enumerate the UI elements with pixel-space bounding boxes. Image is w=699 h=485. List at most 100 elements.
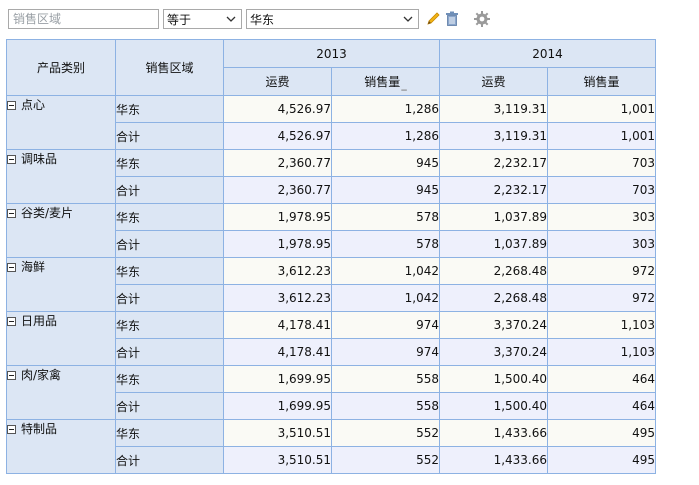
value-cell: 703	[547, 149, 656, 177]
value-cell: 464	[547, 392, 656, 420]
value-cell: 1,699.95	[223, 392, 332, 420]
table-row: 特制品 华东 3,510.51 552 1,433.66 495	[6, 419, 656, 474]
value-cell: 558	[331, 365, 440, 393]
value-cell: 972	[547, 284, 656, 312]
header-region[interactable]: 销售区域	[115, 39, 224, 96]
region-cell: 合计	[115, 230, 224, 258]
value-cell: 4,178.41	[223, 311, 332, 339]
collapse-icon[interactable]	[7, 101, 16, 110]
category-label: 肉/家禽	[21, 368, 62, 382]
value-cell: 3,612.23	[223, 257, 332, 285]
value-cell: 3,370.24	[439, 311, 548, 339]
value-cell: 303	[547, 230, 656, 258]
table-row: 合计 4,178.41 974 3,370.24 1,103	[7, 338, 656, 366]
value-cell: 3,510.51	[223, 446, 332, 474]
header-year-2013[interactable]: 2013	[223, 39, 440, 68]
value-cell: 3,119.31	[439, 95, 548, 123]
value-select[interactable]: 华东	[246, 9, 419, 29]
header-qty-2013[interactable]: 销售量▁	[331, 67, 440, 96]
value-cell: 1,433.66	[439, 419, 548, 447]
header-category[interactable]: 产品类别	[6, 39, 116, 96]
edit-icon[interactable]	[424, 9, 442, 29]
collapse-icon[interactable]	[7, 317, 16, 326]
table-row: 合计 2,360.77 945 2,232.17 703	[7, 176, 656, 204]
category-cell: 肉/家禽	[6, 365, 116, 420]
header-qty-2014[interactable]: 销售量	[547, 67, 656, 96]
value-cell: 1,699.95	[223, 365, 332, 393]
pivot-table: 产品类别 销售区域 2013 2014 运费 销售量▁ 运费 销售量 点心 华东 4…	[6, 39, 656, 474]
sort-handle-icon[interactable]: ▁	[401, 82, 407, 91]
value-cell: 1,286	[331, 122, 440, 150]
header-year-2014[interactable]: 2014	[439, 39, 656, 68]
value-cell: 2,232.17	[439, 149, 548, 177]
value-cell: 945	[331, 149, 440, 177]
region-cell: 合计	[115, 338, 224, 366]
value-cell: 552	[331, 446, 440, 474]
category-cell: 日用品	[6, 311, 116, 366]
table-row: 调味品 华东 2,360.77 945 2,232.17 703	[6, 149, 656, 204]
value-cell: 4,178.41	[223, 338, 332, 366]
region-cell: 华东	[115, 419, 224, 447]
value-cell: 1,001	[547, 95, 656, 123]
region-cell: 华东	[115, 311, 224, 339]
value-cell: 464	[547, 365, 656, 393]
value-cell: 1,286	[331, 95, 440, 123]
value-cell: 578	[331, 230, 440, 258]
value-cell: 1,433.66	[439, 446, 548, 474]
collapse-icon[interactable]	[7, 155, 16, 164]
value-cell: 2,360.77	[223, 176, 332, 204]
header-freight-2013[interactable]: 运费	[223, 67, 332, 96]
category-cell: 调味品	[6, 149, 116, 204]
table-row: 点心 华东 4,526.97 1,286 3,119.31 1,001	[6, 95, 656, 150]
chevron-down-icon	[226, 16, 236, 22]
value-cell: 1,500.40	[439, 365, 548, 393]
value-cell: 3,119.31	[439, 122, 548, 150]
value-cell: 495	[547, 446, 656, 474]
collapse-icon[interactable]	[7, 371, 16, 380]
operator-value: 等于	[167, 12, 192, 27]
region-cell: 合计	[115, 392, 224, 420]
region-cell: 合计	[115, 176, 224, 204]
value-cell: 2,232.17	[439, 176, 548, 204]
delete-icon[interactable]	[443, 9, 461, 29]
value-cell: 1,042	[331, 284, 440, 312]
table-row: 肉/家禽 华东 1,699.95 558 1,500.40 464	[6, 365, 656, 420]
filter-field-input[interactable]: 销售区域	[8, 9, 159, 29]
collapse-icon[interactable]	[7, 425, 16, 434]
value-value: 华东	[250, 12, 275, 27]
value-cell: 974	[331, 311, 440, 339]
region-cell: 华东	[115, 149, 224, 177]
category-label: 点心	[21, 98, 46, 112]
value-cell: 1,103	[547, 338, 656, 366]
value-cell: 303	[547, 203, 656, 231]
region-cell: 华东	[115, 365, 224, 393]
value-cell: 4,526.97	[223, 95, 332, 123]
table-row: 合计 3,510.51 552 1,433.66 495	[7, 446, 656, 474]
operator-select[interactable]: 等于	[163, 9, 242, 29]
value-cell: 552	[331, 419, 440, 447]
region-cell: 合计	[115, 122, 224, 150]
region-cell: 华东	[115, 95, 224, 123]
value-cell: 578	[331, 203, 440, 231]
collapse-icon[interactable]	[7, 263, 16, 272]
table-row: 合计 1,699.95 558 1,500.40 464	[7, 392, 656, 420]
value-cell: 1,037.89	[439, 230, 548, 258]
value-cell: 1,103	[547, 311, 656, 339]
category-cell: 点心	[6, 95, 116, 150]
value-cell: 1,978.95	[223, 230, 332, 258]
collapse-icon[interactable]	[7, 209, 16, 218]
value-cell: 3,510.51	[223, 419, 332, 447]
value-cell: 2,268.48	[439, 257, 548, 285]
value-cell: 3,370.24	[439, 338, 548, 366]
table-row: 海鲜 华东 3,612.23 1,042 2,268.48 972	[6, 257, 656, 312]
value-cell: 972	[547, 257, 656, 285]
category-label: 日用品	[21, 314, 58, 328]
gear-icon[interactable]	[473, 9, 491, 29]
value-cell: 1,037.89	[439, 203, 548, 231]
value-cell: 1,001	[547, 122, 656, 150]
value-cell: 3,612.23	[223, 284, 332, 312]
region-cell: 华东	[115, 257, 224, 285]
table-row: 谷类/麦片 华东 1,978.95 578 1,037.89 303	[6, 203, 656, 258]
header-freight-2014[interactable]: 运费	[439, 67, 548, 96]
category-label: 海鲜	[21, 260, 46, 274]
